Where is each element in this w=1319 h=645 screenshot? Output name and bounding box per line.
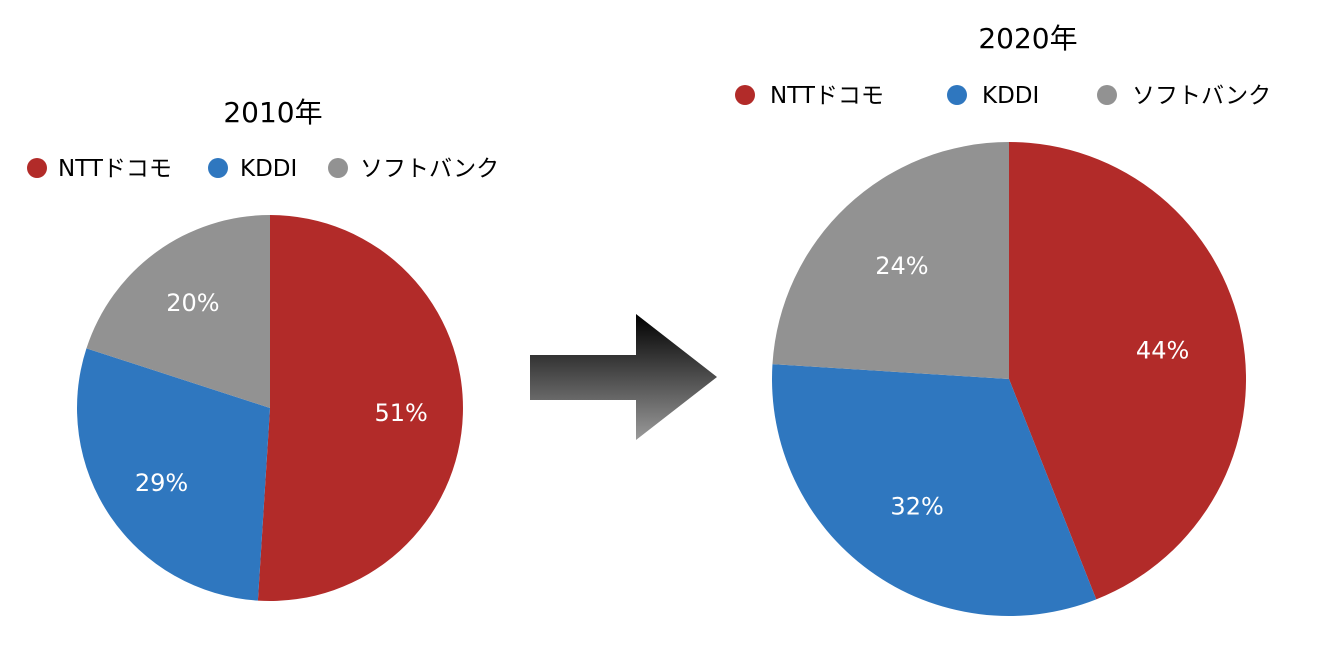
pie-2010 (77, 215, 463, 601)
pie-slice (772, 364, 1097, 617)
legend-dot (328, 158, 348, 178)
chart-2020: 2020年 NTTドコモ KDDI ソフトバンク 44% 32% 24% (735, 22, 1271, 617)
slice-value-label: 29% (135, 469, 188, 497)
legend-2020: NTTドコモ KDDI ソフトバンク (735, 83, 1271, 109)
slice-value-label: 20% (166, 289, 219, 317)
legend-label: NTTドコモ (770, 83, 884, 109)
pie-slice (77, 348, 271, 601)
legend-dot (1097, 85, 1117, 105)
legend-dot (947, 85, 967, 105)
slice-value-label: 32% (890, 493, 943, 521)
legend-dot (27, 158, 47, 178)
slice-value-label: 44% (1136, 337, 1189, 365)
pie-slice (257, 215, 463, 601)
right-arrow-icon (530, 314, 717, 440)
legend-label: ソフトバンク (360, 156, 499, 182)
legend-label: KDDI (240, 156, 297, 182)
chart-title-2010: 2010年 (223, 96, 322, 129)
legend-dot (208, 158, 228, 178)
slice-value-label: 24% (875, 252, 928, 280)
slice-labels-2020: 44% 32% 24% (875, 252, 1189, 521)
legend-label: NTTドコモ (58, 156, 172, 182)
pie-2020 (772, 142, 1247, 617)
pie-slice (86, 215, 270, 408)
chart-2010: 2010年 NTTドコモ KDDI ソフトバンク 51% 29% 20% (27, 96, 499, 601)
legend-label: KDDI (982, 83, 1039, 109)
legend-label: ソフトバンク (1132, 83, 1271, 109)
legend-dot (735, 85, 755, 105)
pie-slice (1009, 142, 1247, 600)
slice-labels-2010: 51% 29% 20% (135, 289, 428, 497)
pie-slice (772, 142, 1009, 379)
legend-2010: NTTドコモ KDDI ソフトバンク (27, 156, 499, 182)
chart-title-2020: 2020年 (978, 22, 1077, 55)
slice-value-label: 51% (375, 399, 428, 427)
